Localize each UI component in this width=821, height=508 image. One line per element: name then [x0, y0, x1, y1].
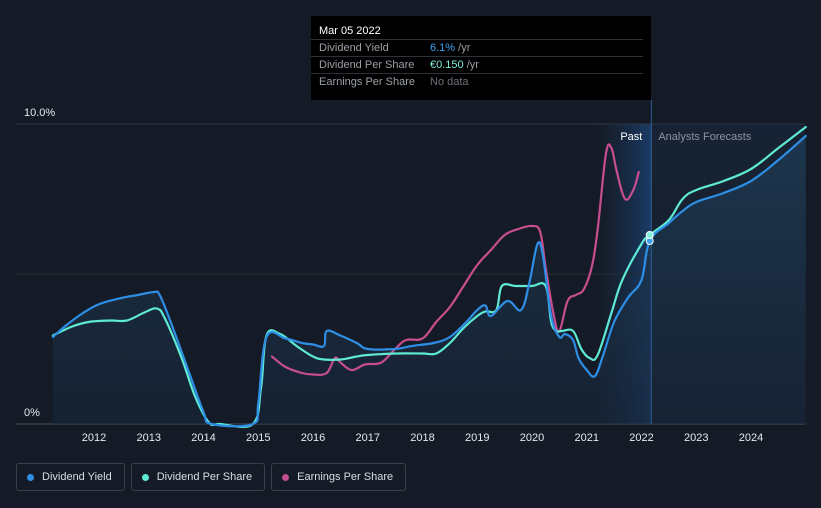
legend-dot-icon: [141, 473, 149, 481]
forecast-area: [651, 124, 805, 424]
tooltip-row-dividend-yield: Dividend Yield 6.1% /yr: [311, 39, 643, 57]
legend-dividend-yield[interactable]: Dividend Yield: [16, 463, 125, 491]
tooltip-label: Dividend Per Share: [319, 59, 415, 71]
x-tick-label: 2017: [356, 432, 380, 444]
x-tick-label: 2024: [739, 432, 763, 444]
series-lines: [51, 125, 807, 429]
x-tick-label: 2023: [684, 432, 708, 444]
forecast-label: Analysts Forecasts: [658, 131, 751, 143]
legend-dot-icon: [27, 473, 34, 481]
x-tick-label: 2012: [82, 432, 106, 444]
x-tick-label: 2014: [191, 432, 215, 444]
legend-label: Dividend Yield: [42, 471, 112, 483]
tooltip-label: Dividend Yield: [319, 42, 389, 54]
legend-label: Earnings Per Share: [297, 471, 394, 483]
tooltip-value: €0.150 /yr: [430, 59, 479, 71]
x-tick-label: 2016: [301, 432, 325, 444]
x-tick-label: 2015: [246, 432, 270, 444]
past-label: Past: [620, 131, 642, 143]
legend: Dividend Yield Dividend Per Share Earnin…: [16, 463, 407, 493]
x-tick-label: 2019: [465, 432, 489, 444]
series-line-dividend-per-share: [51, 125, 807, 429]
series-line-dividend-yield: [51, 134, 807, 428]
tooltip: Mar 05 2022 Dividend Yield 6.1% /yr Divi…: [311, 16, 651, 100]
x-tick-label: 2021: [575, 432, 599, 444]
x-axis: 2012 2013 2014 2015 2016 2017 2018 2019 2020 2021…: [82, 432, 763, 444]
series-line-earnings-per-share: [270, 143, 640, 376]
legend-dot-icon: [282, 473, 290, 481]
tooltip-date: Mar 05 2022: [319, 25, 381, 37]
y-axis-label-bottom: 0%: [24, 407, 40, 419]
legend-dividend-per-share[interactable]: Dividend Per Share: [130, 463, 266, 491]
highlight-markers: [645, 231, 654, 245]
legend-label: Dividend Per Share: [156, 471, 253, 483]
x-tick-label: 2013: [137, 432, 161, 444]
highlight-point: [645, 231, 654, 239]
dividend-area: [52, 136, 806, 427]
tooltip-value: No data: [430, 76, 469, 88]
tooltip-label: Earnings Per Share: [319, 76, 415, 88]
legend-earnings-per-share[interactable]: Earnings Per Share: [271, 463, 407, 491]
tooltip-row-dividend-per-share: Dividend Per Share €0.150 /yr: [311, 56, 643, 74]
tooltip-row-earnings-per-share: Earnings Per Share No data: [311, 73, 643, 91]
x-tick-label: 2022: [629, 432, 653, 444]
x-tick-label: 2020: [520, 432, 544, 444]
tooltip-value: 6.1% /yr: [430, 42, 471, 54]
y-axis-label-top: 10.0%: [24, 107, 55, 119]
x-tick-label: 2018: [410, 432, 434, 444]
